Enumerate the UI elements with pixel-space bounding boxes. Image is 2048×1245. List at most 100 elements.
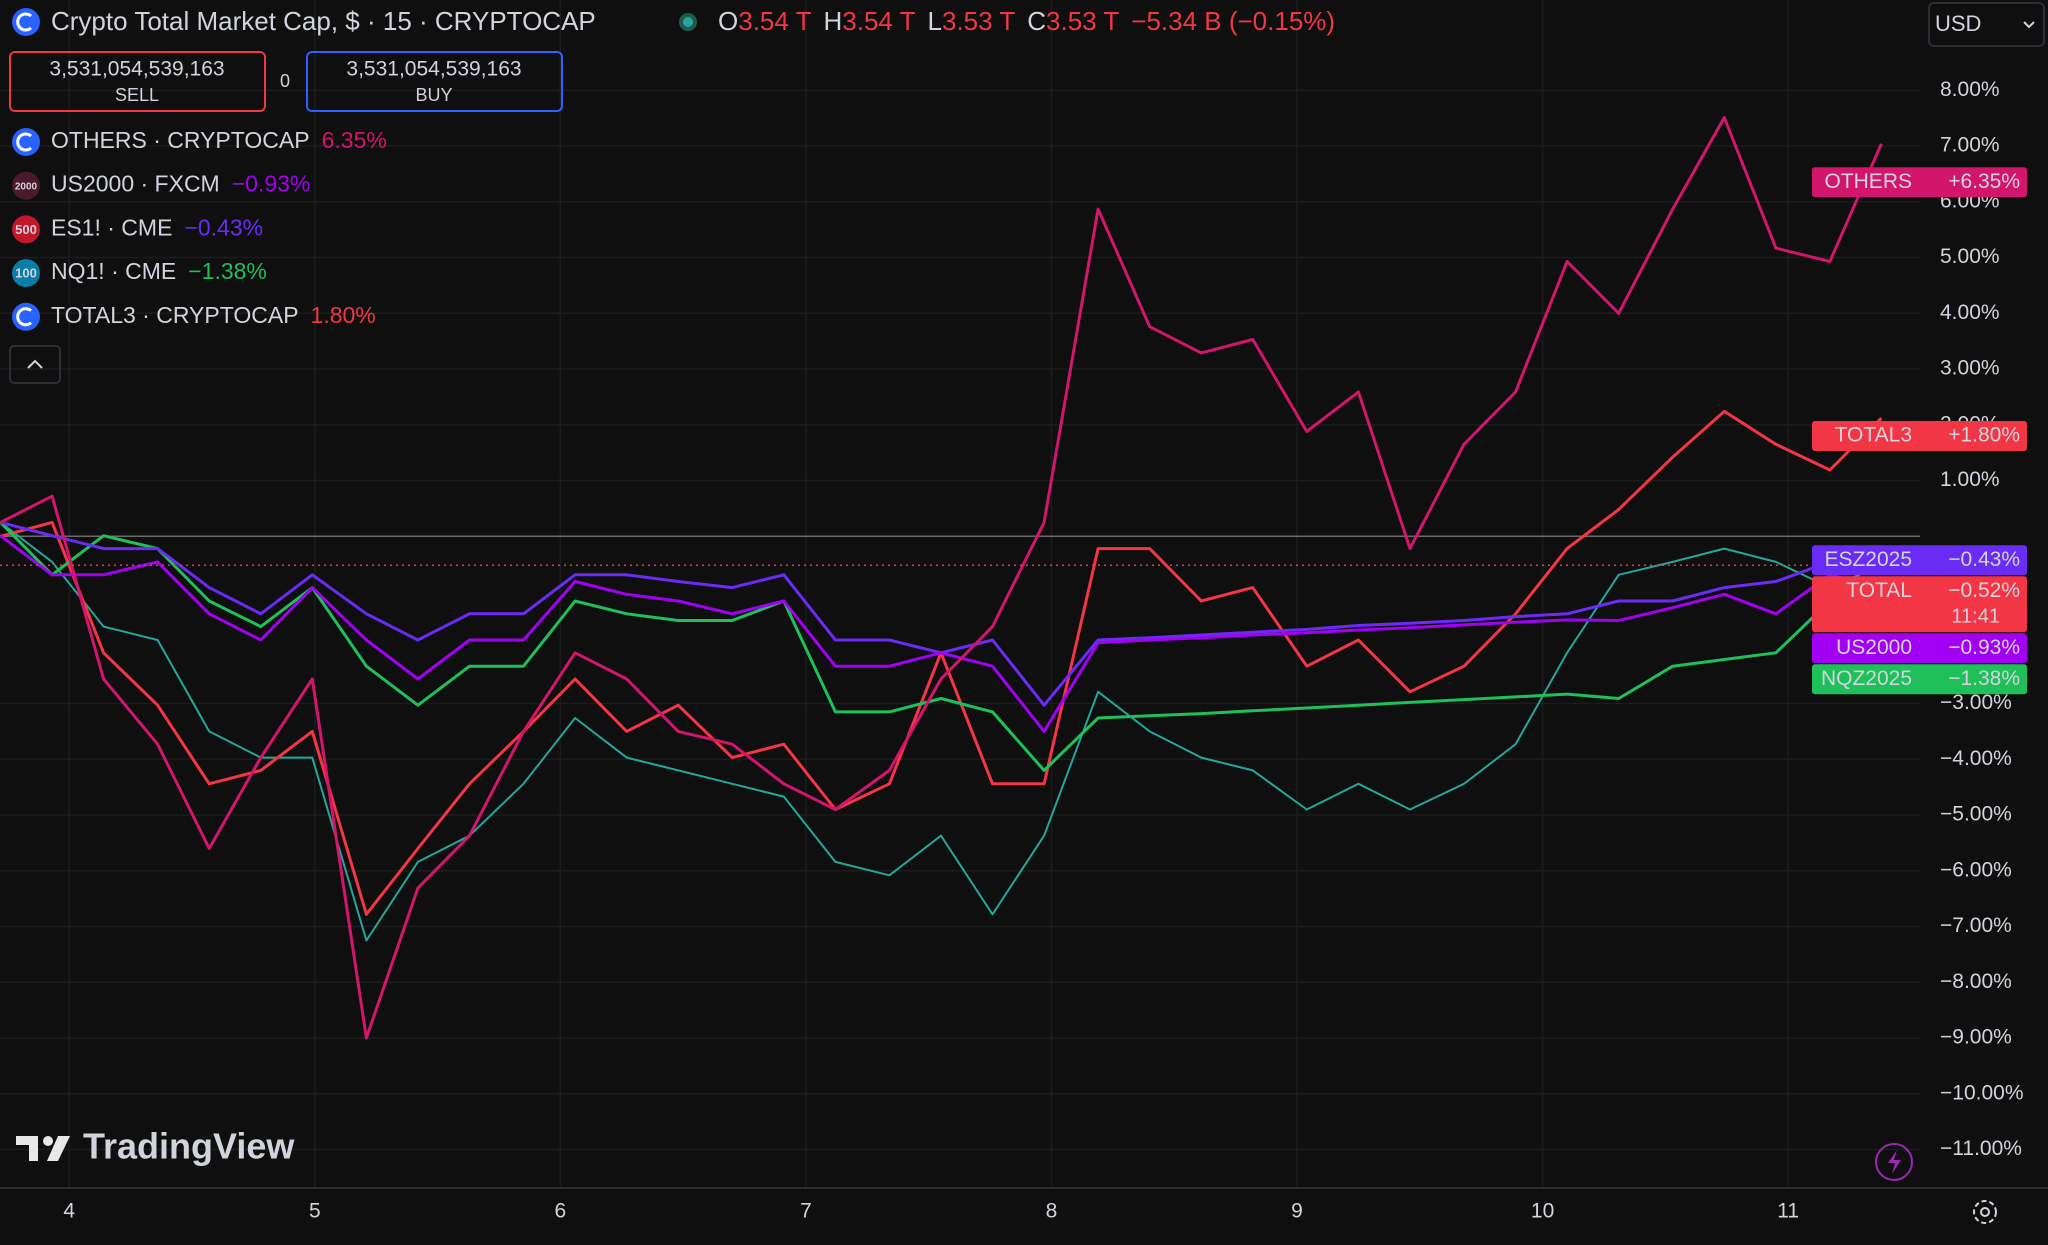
x-tick-label: 9 [1291, 1200, 1303, 1223]
grid [0, 0, 1920, 1188]
legend-icon-glyph [16, 307, 32, 327]
x-tick-label: 4 [63, 1200, 75, 1223]
lightning[interactable] [1888, 1150, 1901, 1174]
ohlc-key: H [823, 6, 842, 36]
legend-entry: OTHERS · CRYPTOCAP 6.35% [51, 127, 387, 153]
logo-slash [47, 1136, 70, 1161]
badge-value: +6.35% [1948, 170, 2020, 193]
legend-entry: TOTAL3 · CRYPTOCAP 1.80% [51, 302, 376, 328]
badge-label: TOTAL [1846, 579, 1912, 602]
y-tick-label: −5.00% [1940, 803, 2012, 826]
legend-change: −0.43% [184, 214, 263, 240]
legend-change: 1.80% [311, 302, 376, 328]
badge-label: OTHERS [1824, 170, 1912, 193]
legend-change: 6.35% [322, 127, 387, 153]
y-tick-label: 1.00% [1940, 468, 2000, 491]
series-line [0, 116, 1883, 1040]
settings-button[interactable] [1973, 1200, 1997, 1224]
collapse-chevron[interactable] [27, 359, 43, 369]
legend-name: TOTAL3 · CRYPTOCAP [51, 302, 299, 328]
badge-value: −0.93% [1948, 636, 2020, 659]
y-tick-label: −9.00% [1940, 1026, 2012, 1049]
y-tick-label: −6.00% [1940, 858, 2012, 881]
brand-logo: TradingView [16, 1126, 295, 1167]
legend-name: NQ1! · CME [51, 258, 176, 284]
legend-name: US2000 · FXCM [51, 171, 220, 197]
ohlc-key: O [718, 6, 738, 36]
badge-label: NQZ2025 [1821, 667, 1912, 690]
price-badge [1812, 167, 2027, 198]
y-tick-label: −7.00% [1940, 914, 2012, 937]
status-dot [683, 17, 693, 27]
collapse-box[interactable] [9, 345, 61, 384]
x-tick-label: 10 [1531, 1200, 1554, 1223]
logo-dot [43, 1136, 53, 1146]
y-tick-label: −3.00% [1940, 691, 2012, 714]
y-tick-label: 3.00% [1940, 357, 2000, 380]
plot [0, 116, 1920, 1040]
price-badge [1812, 633, 2027, 664]
currency-box[interactable] [1928, 2, 2045, 47]
ohlc-value: 3.54 T [842, 6, 915, 36]
y-tick-label: −10.00% [1940, 1081, 2024, 1104]
header: Crypto Total Market Cap, $ · 15 · CRYPTO… [9, 2, 2045, 1224]
legend: OTHERS · CRYPTOCAP 6.35% 2000 US2000 · FXCM… [12, 127, 387, 331]
legend-icon-text: 2000 [15, 181, 38, 192]
x-tick-label: 7 [800, 1200, 812, 1223]
currency[interactable]: USD [1935, 11, 1981, 36]
legend-icon [12, 215, 40, 244]
icon-glyph [16, 12, 32, 32]
buy-price[interactable]: 3,531,054,539,163 [346, 58, 521, 81]
legend-name: OTHERS · CRYPTOCAP [51, 127, 310, 153]
legend-name: ES1! · CME [51, 214, 172, 240]
ohlc-key: C [1027, 6, 1046, 36]
badge-value: −0.43% [1948, 548, 2020, 571]
price-badge [1812, 545, 2027, 576]
legend-icon-text: 100 [15, 266, 37, 281]
badge-countdown: 11:41 [1951, 606, 2000, 628]
legend-change: −1.38% [188, 258, 267, 284]
badge-label: TOTAL3 [1835, 423, 1912, 446]
ohlc-value: 3.53 T [942, 6, 1015, 36]
ohlc: O3.54 T H3.54 T L3.53 T C3.53 T −5.34 B (−0.… [718, 6, 1335, 36]
buy-box[interactable] [306, 51, 563, 112]
legend-entry: ES1! · CME −0.43% [51, 214, 263, 240]
replay-button[interactable] [1875, 1143, 1913, 1181]
y-tick-label: −11.00% [1940, 1137, 2022, 1160]
symbol-icon [12, 8, 40, 36]
badge-value: +1.80% [1948, 423, 2020, 446]
price-badge [1812, 420, 2027, 451]
sell-button[interactable]: 3,531,054,539,163 SELL [9, 51, 266, 112]
y-tick-label: 7.00% [1940, 134, 2000, 157]
y-tick-label: 8.00% [1940, 78, 2000, 101]
series-line [0, 534, 1882, 733]
buy-label[interactable]: BUY [415, 85, 452, 105]
y-tick-label: −4.00% [1940, 747, 2012, 770]
y-tick-label: −8.00% [1940, 970, 2012, 993]
currency-select[interactable]: USD [1928, 2, 2045, 47]
legend-change: −0.93% [232, 171, 311, 197]
gear-hub[interactable] [1980, 1207, 1990, 1217]
ohlc-value: 3.54 T [738, 6, 811, 36]
sell-price[interactable]: 3,531,054,539,163 [49, 58, 224, 81]
dropdown-arrow[interactable] [2023, 21, 2035, 29]
price-badges: OTHERS +6.35% TOTAL3 +1.80% ESZ2025 −0.43% TOT… [1812, 167, 2027, 695]
change: −5.34 B (−0.15%) [1131, 6, 1335, 36]
badge-value: −0.52% [1948, 579, 2020, 602]
ohlc-key: L [928, 6, 942, 36]
spread: 0 [280, 71, 290, 91]
x-tick-label: 11 [1777, 1200, 1799, 1223]
y-tick-label: 5.00% [1940, 245, 2000, 268]
sell-label[interactable]: SELL [115, 85, 159, 105]
buy-button[interactable]: 3,531,054,539,163 BUY [306, 51, 563, 112]
collapse-button[interactable] [9, 345, 61, 384]
x-tick-label: 8 [1046, 1200, 1058, 1223]
sell-box[interactable] [9, 51, 266, 112]
badge-label: US2000 [1836, 636, 1912, 659]
title: Crypto Total Market Cap, $ · 15 · CRYPTO… [51, 6, 596, 36]
lightning-ring[interactable] [1875, 1143, 1913, 1181]
legend-entry: NQ1! · CME −1.38% [51, 258, 267, 284]
legend-icon [12, 259, 40, 288]
gear[interactable] [1973, 1200, 1997, 1224]
